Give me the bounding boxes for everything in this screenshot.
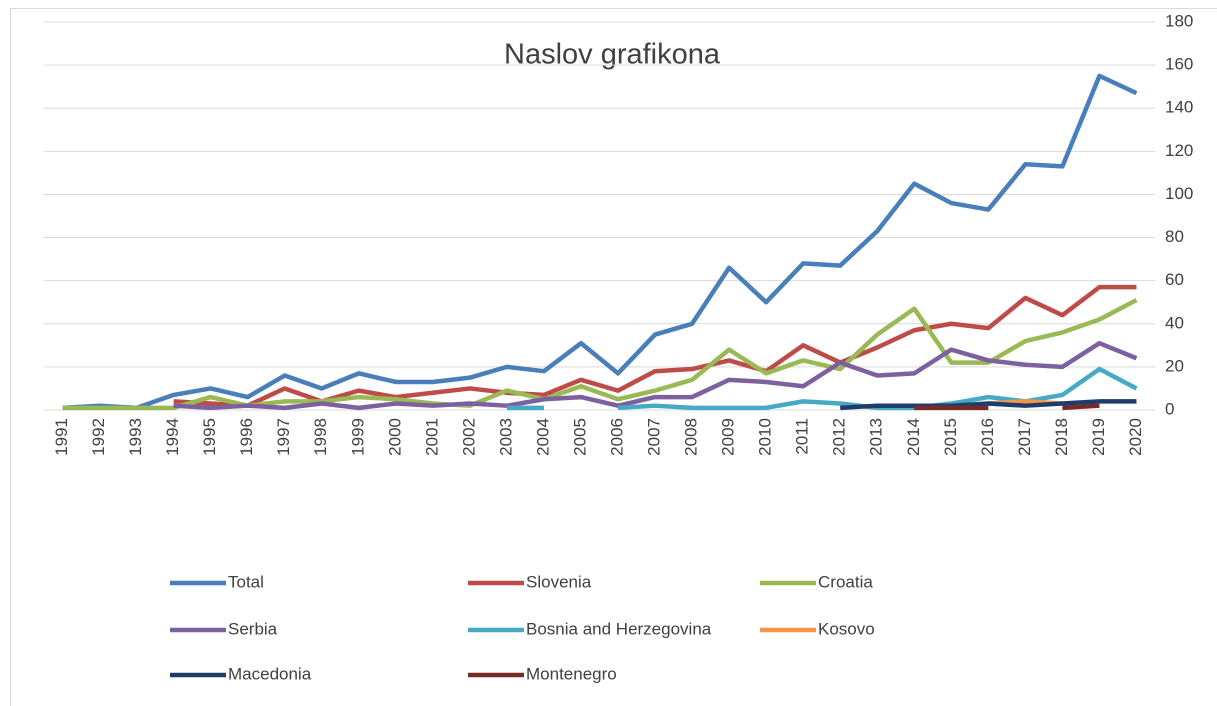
x-tick-label: 2008: [682, 418, 701, 456]
y-tick-label: 20: [1165, 356, 1184, 375]
x-tick-label: 1998: [311, 418, 330, 456]
x-tick-label: 2019: [1089, 418, 1108, 456]
x-tick-label: 1993: [126, 418, 145, 456]
series-line: [173, 340, 1138, 411]
y-tick-label: 60: [1165, 270, 1184, 289]
x-tick-label: 2007: [645, 418, 664, 456]
x-tick-label: 2001: [422, 418, 441, 456]
x-tick-label: 2012: [830, 418, 849, 456]
legend-label: Bosnia and Herzegovina: [526, 619, 712, 638]
x-tick-label: 2020: [1126, 418, 1145, 456]
x-tick-label: 2016: [978, 418, 997, 456]
x-tick-label: 2005: [570, 418, 589, 456]
y-tick-label: 0: [1165, 399, 1174, 418]
series-line: [62, 73, 1138, 411]
chart-border: [10, 8, 1217, 706]
x-tick-label: 1992: [89, 418, 108, 456]
x-tick-label: 2013: [867, 418, 886, 456]
y-tick-label: 80: [1165, 227, 1184, 246]
x-tick-label: 1994: [163, 418, 182, 456]
legend-label: Montenegro: [526, 664, 617, 683]
x-tick-label: 2014: [904, 418, 923, 456]
y-tick-label: 180: [1165, 11, 1193, 30]
y-tick-label: 100: [1165, 184, 1193, 203]
series-line: [840, 399, 1137, 411]
x-tick-label: 2015: [941, 418, 960, 456]
x-tick-label: 1991: [52, 418, 71, 456]
legend-label: Kosovo: [818, 619, 875, 638]
y-tick-label: 40: [1165, 313, 1184, 332]
x-tick-label: 2003: [496, 418, 515, 456]
x-tick-label: 2006: [608, 418, 627, 456]
x-tick-label: 2009: [719, 418, 738, 456]
y-tick-label: 120: [1165, 141, 1193, 160]
legend-label: Macedonia: [228, 664, 312, 683]
x-tick-label: 2011: [793, 418, 812, 455]
y-tick-label: 140: [1165, 98, 1193, 117]
x-tick-label: 1999: [348, 418, 367, 456]
x-tick-label: 2017: [1015, 418, 1034, 456]
x-tick-label: 2000: [385, 418, 404, 456]
x-tick-label: 2010: [756, 418, 775, 456]
x-tick-label: 1996: [237, 418, 256, 456]
x-tick-label: 2004: [533, 418, 552, 456]
legend-label: Total: [228, 572, 264, 591]
x-tick-label: 1997: [274, 418, 293, 456]
x-tick-label: 1995: [200, 418, 219, 456]
legend-label: Serbia: [228, 619, 278, 638]
legend-label: Croatia: [818, 572, 873, 591]
series-line: [914, 403, 1100, 411]
legend-label: Slovenia: [526, 572, 592, 591]
chart-title: Naslov grafikona: [504, 39, 721, 71]
x-tick-label: 2002: [459, 418, 478, 456]
y-tick-label: 160: [1165, 55, 1193, 74]
x-tick-label: 2018: [1052, 418, 1071, 456]
